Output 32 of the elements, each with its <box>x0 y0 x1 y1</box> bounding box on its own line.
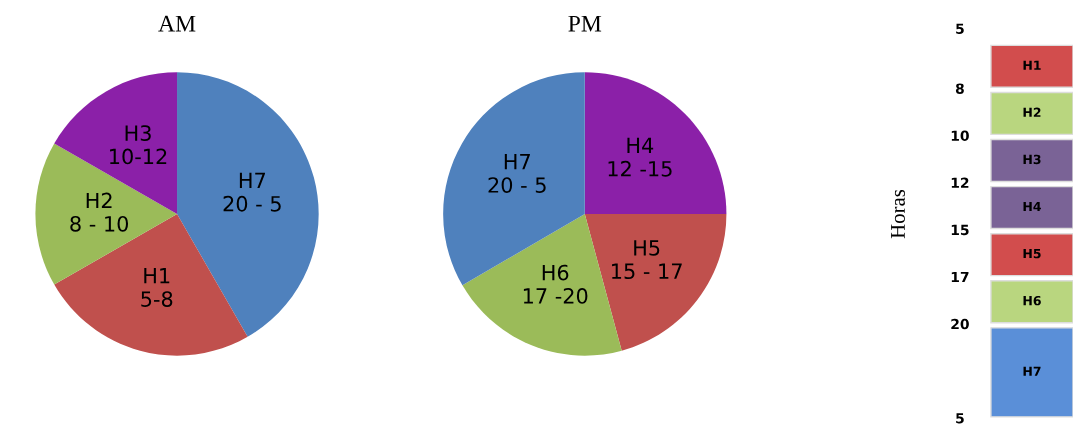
pie-slice <box>54 214 248 356</box>
text: Horas <box>891 189 905 239</box>
pie-slice <box>35 143 178 285</box>
chart-title: PM <box>568 15 602 32</box>
slice-label: H1 5-8 <box>141 268 173 307</box>
slice-label: H5 15 - 17 <box>612 240 682 280</box>
pie-slice <box>443 72 585 286</box>
slice-label: H2 8 - 10 <box>70 192 129 232</box>
chart-title: AM <box>158 15 196 32</box>
text: 5 <box>956 23 964 34</box>
text: 5 <box>956 413 964 424</box>
text: 17 <box>951 271 969 283</box>
category-label: H6 <box>1023 295 1041 306</box>
text: 15 <box>951 224 969 236</box>
category-label: H7 <box>1023 366 1041 376</box>
text: 10 <box>951 130 969 141</box>
slice-label: H7 20 - 5 <box>488 154 546 193</box>
slice-label: H7 20 - 5 <box>223 172 281 212</box>
text: 20 <box>951 318 969 330</box>
category-label: H3 <box>1023 154 1041 165</box>
category-label: H4 <box>1023 201 1041 212</box>
pie-slice <box>584 72 727 214</box>
text: 12 <box>951 177 969 188</box>
slice-label: H4 12 -15 <box>608 137 672 177</box>
slice-label: H3 10-12 <box>110 125 167 165</box>
category-label: H1 <box>1023 60 1041 70</box>
category-label: H2 <box>1023 107 1041 117</box>
slice-label: H6 17 -20 <box>523 264 588 304</box>
pie-slice <box>177 72 319 337</box>
category-label: H5 <box>1023 249 1041 259</box>
pie-slice <box>54 72 178 214</box>
text: 8 <box>955 83 964 94</box>
